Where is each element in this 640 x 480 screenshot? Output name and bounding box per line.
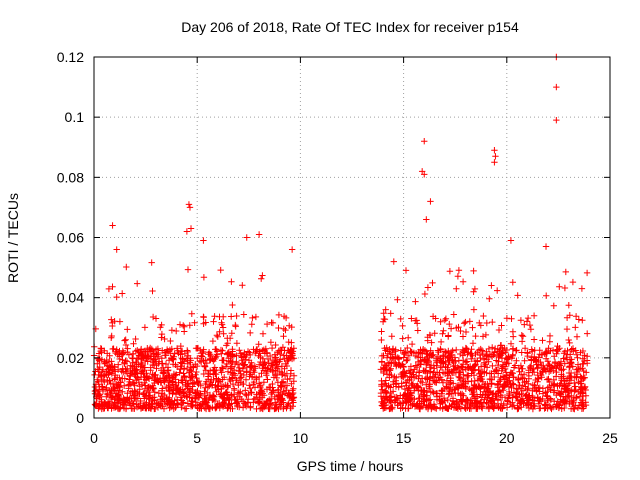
outlier-point (243, 234, 250, 241)
y-tick-label: 0.08 (57, 169, 84, 185)
y-tick-label: 0.1 (65, 109, 85, 125)
x-tick-label: 10 (293, 430, 309, 446)
outlier-point (423, 216, 430, 223)
outlier-point (109, 222, 116, 229)
x-axis-title: GPS time / hours (297, 458, 404, 474)
x-tick-labels: 0 5 10 15 20 25 (90, 430, 618, 446)
outlier-point (507, 237, 515, 244)
outlier-point (185, 201, 193, 208)
x-tick-label: 0 (90, 430, 98, 446)
y-tick-label: 0.02 (57, 350, 84, 366)
outlier-point (113, 246, 120, 253)
y-tick-label: 0.04 (57, 290, 84, 306)
outlier-point (553, 116, 560, 124)
outlier-point (255, 231, 263, 238)
outlier-point (288, 246, 296, 253)
outlier-point (200, 237, 207, 244)
y-tick-label: 0 (76, 410, 84, 426)
outlier-point (421, 171, 428, 178)
axis-ticks (93, 56, 611, 419)
outlier-point (187, 225, 195, 232)
chart-title: Day 206 of 2018, Rate Of TEC Index for r… (181, 19, 519, 35)
x-tick-label: 20 (499, 430, 515, 446)
outlier-point (491, 147, 498, 154)
y-tick-label: 0.06 (57, 230, 84, 246)
outlier-point (492, 153, 499, 160)
outlier-point (542, 243, 550, 250)
outlier-point (553, 83, 560, 91)
y-tick-labels: 0 0.02 0.04 0.06 0.08 0.1 0.12 (57, 49, 84, 426)
outlier-point (427, 198, 434, 205)
x-tick-label: 5 (193, 430, 201, 446)
data-points (90, 53, 591, 413)
outlier-point (491, 159, 498, 166)
scatter-cloud-markers (90, 258, 591, 413)
x-tick-label: 15 (396, 430, 412, 446)
outlier-point (183, 228, 191, 235)
y-axis-title: ROTI / TECUs (5, 193, 21, 283)
y-tick-label: 0.12 (57, 49, 84, 65)
outlier-point (421, 138, 428, 145)
outlier-point (186, 204, 194, 211)
x-tick-label: 25 (602, 430, 618, 446)
